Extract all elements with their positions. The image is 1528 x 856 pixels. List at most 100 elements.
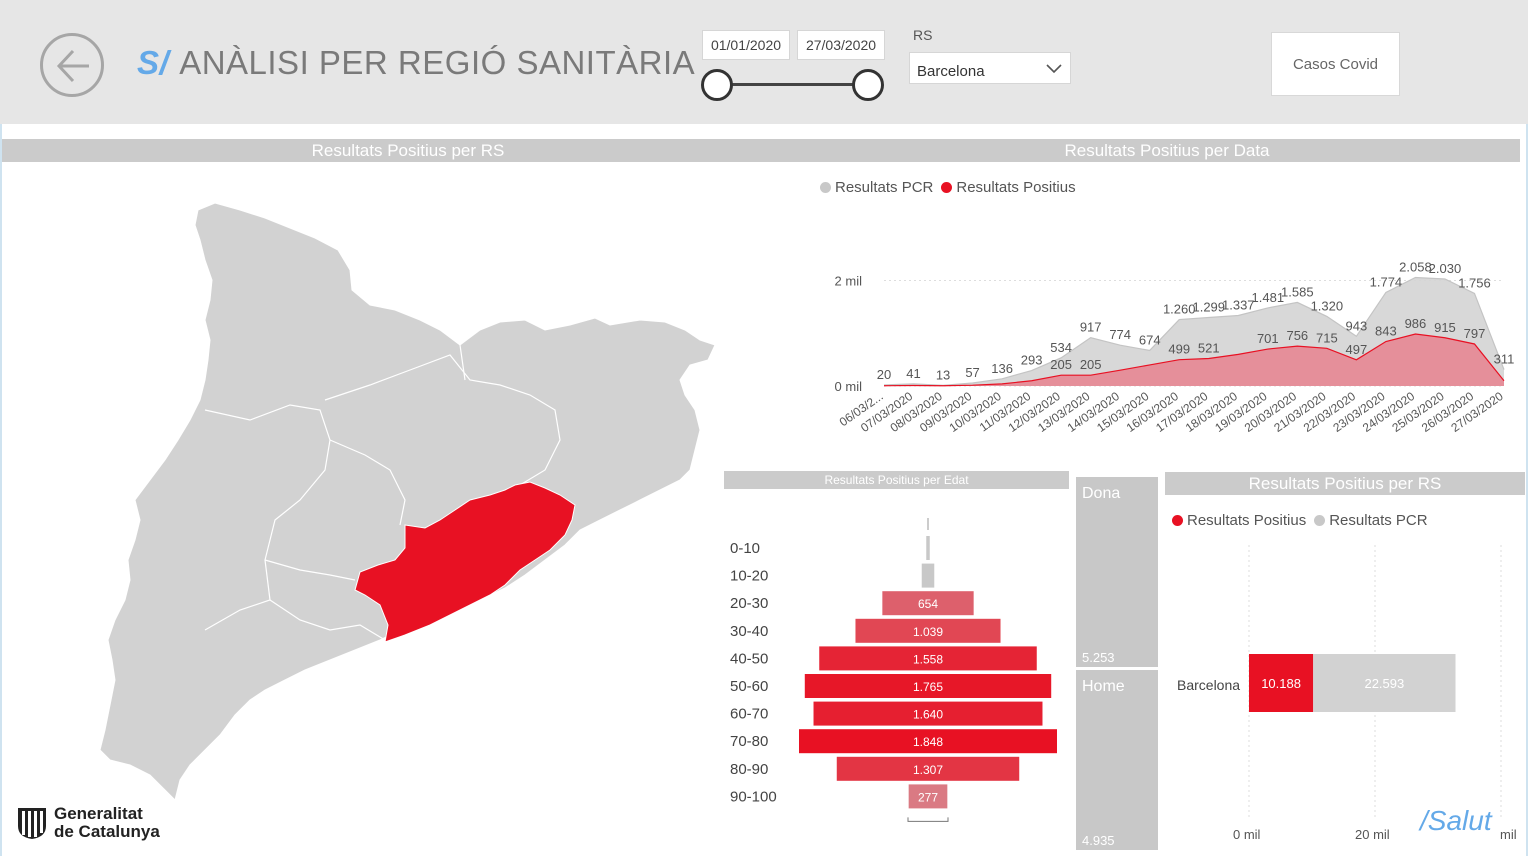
legend-item-pcr[interactable]: Resultats PCR [1314, 512, 1428, 529]
date-data-label: 1.260 [1163, 302, 1196, 317]
date-slider-start-handle[interactable] [701, 69, 733, 101]
date-from-input[interactable]: 01/01/2020 [702, 30, 790, 60]
age-funnel-bottom-bracket [907, 817, 949, 822]
age-bar[interactable] [799, 729, 1057, 754]
date-data-label: 1.756 [1458, 275, 1491, 290]
date-data-label: 715 [1316, 330, 1338, 345]
rs-dropdown-value: Barcelona [917, 63, 985, 80]
legend-item-pcr[interactable]: Resultats PCR [820, 179, 933, 196]
casos-covid-button[interactable]: Casos Covid [1271, 32, 1400, 96]
rs-bar-segment[interactable] [1249, 654, 1314, 712]
gender-value-dona: 5.253 [1082, 650, 1115, 665]
date-area-series[interactable] [884, 334, 1504, 386]
age-bar-value-label: 654 [918, 597, 938, 611]
age-funnel-chart: 0-10 10-20 20-30 654 30-40 1.039 40-50 1.558 50-… [730, 518, 1057, 822]
age-category-label: 10-20 [730, 568, 768, 585]
date-y-tick-label: 0 mil [835, 379, 863, 394]
date-data-label: 1.337 [1222, 298, 1255, 313]
rs-chart-legend: Resultats Positius Resultats PCR [1172, 512, 1436, 529]
date-data-label: 774 [1109, 327, 1131, 342]
gender-block-dona[interactable]: Dona 5.253 [1076, 477, 1158, 667]
date-to-input[interactable]: 27/03/2020 [797, 30, 885, 60]
age-bar[interactable] [908, 784, 948, 809]
date-data-label: 497 [1346, 342, 1368, 357]
rs-axis-tick-end: mil [1500, 827, 1517, 842]
rs-dropdown[interactable]: Barcelona [909, 52, 1071, 84]
gender-block-home[interactable]: Home 4.935 [1076, 670, 1158, 850]
legend-dot [941, 182, 953, 193]
age-category-label: 30-40 [730, 623, 768, 640]
date-data-label: 1.320 [1311, 298, 1344, 313]
date-data-label: 797 [1464, 326, 1486, 341]
age-bar[interactable] [819, 646, 1037, 671]
age-bar-value-label: 1.848 [913, 735, 943, 749]
title-prefix: S/ [137, 44, 170, 81]
date-slider-track[interactable] [716, 83, 868, 86]
age-bar-value-label: 277 [918, 790, 938, 804]
chevron-down-icon [1046, 64, 1062, 74]
date-data-label: 1.299 [1192, 300, 1225, 315]
age-bar[interactable] [813, 701, 1043, 726]
age-bar-value-label: 1.640 [913, 708, 943, 722]
date-data-label: 534 [1050, 340, 1072, 355]
age-category-label: 0-10 [730, 540, 760, 557]
back-button[interactable] [40, 33, 104, 97]
age-category-label: 50-60 [730, 678, 768, 695]
date-slider-end-handle[interactable] [852, 69, 884, 101]
logo-line2: de Catalunya [54, 822, 160, 841]
map-region-catalonia[interactable] [99, 202, 716, 801]
date-y-tick-label: 2 mil [835, 274, 863, 289]
legend-label: Resultats Positius [956, 179, 1076, 196]
age-bar[interactable] [926, 536, 930, 560]
date-data-label: 136 [991, 361, 1013, 376]
date-data-label: 915 [1434, 320, 1456, 335]
catalonia-map [99, 202, 716, 801]
legend-label: Resultats PCR [835, 179, 934, 196]
age-bar-value-label: 1.765 [913, 680, 943, 694]
gender-value-home: 4.935 [1082, 833, 1115, 848]
age-section-title: Resultats Positius per Edat [724, 471, 1069, 489]
gender-name-home: Home [1082, 678, 1125, 695]
title-text: ANÀLISI PER REGIÓ SANITÀRIA [179, 44, 696, 81]
age-bar[interactable] [921, 563, 935, 588]
date-data-label: 499 [1168, 342, 1190, 357]
date-data-label: 41 [906, 366, 920, 381]
date-data-label: 205 [1080, 357, 1102, 372]
date-data-label: 701 [1257, 331, 1279, 346]
legend-item-positius[interactable]: Resultats Positius [941, 179, 1076, 196]
date-data-label: 917 [1080, 320, 1102, 335]
date-data-label: 2.058 [1399, 259, 1432, 274]
date-data-label: 1.774 [1370, 274, 1403, 289]
legend-dot [820, 182, 831, 193]
date-data-label: 986 [1405, 316, 1427, 331]
date-data-label: 20 [877, 367, 891, 382]
age-bar[interactable] [836, 756, 1020, 781]
map-section-title: Resultats Positius per RS [2, 139, 814, 162]
legend-item-positius[interactable]: Resultats Positius [1172, 512, 1306, 529]
age-category-label: 20-30 [730, 595, 768, 612]
arrow-left-icon [56, 49, 89, 83]
salut-logo: /Salut [1420, 805, 1492, 836]
legend-dot [1314, 515, 1326, 526]
frame-border-right [1526, 124, 1528, 856]
date-data-label: 943 [1346, 318, 1368, 333]
date-data-label: 205 [1050, 357, 1072, 372]
rs-bar-value-label: 10.188 [1261, 676, 1301, 691]
map-region-barcelona[interactable] [354, 481, 576, 643]
rs-bar-value-label: 22.593 [1364, 676, 1404, 691]
date-line-series [883, 333, 1505, 387]
legend-dot [1172, 515, 1183, 526]
generalitat-logo: Generalitat de Catalunya [16, 805, 160, 841]
rs-bar-segment[interactable] [1313, 654, 1456, 712]
date-line-series [883, 276, 1505, 386]
date-section-title: Resultats Positius per Data [814, 139, 1520, 162]
age-bar[interactable] [882, 591, 974, 616]
age-bar[interactable] [855, 618, 1001, 643]
gender-name-dona: Dona [1082, 485, 1121, 502]
map-region-borders [204, 344, 561, 641]
age-bar-value-label: 1.558 [913, 652, 943, 666]
date-data-label: 2.030 [1429, 261, 1462, 276]
logo-line1: Generalitat [54, 804, 143, 823]
age-bar[interactable] [804, 674, 1052, 698]
